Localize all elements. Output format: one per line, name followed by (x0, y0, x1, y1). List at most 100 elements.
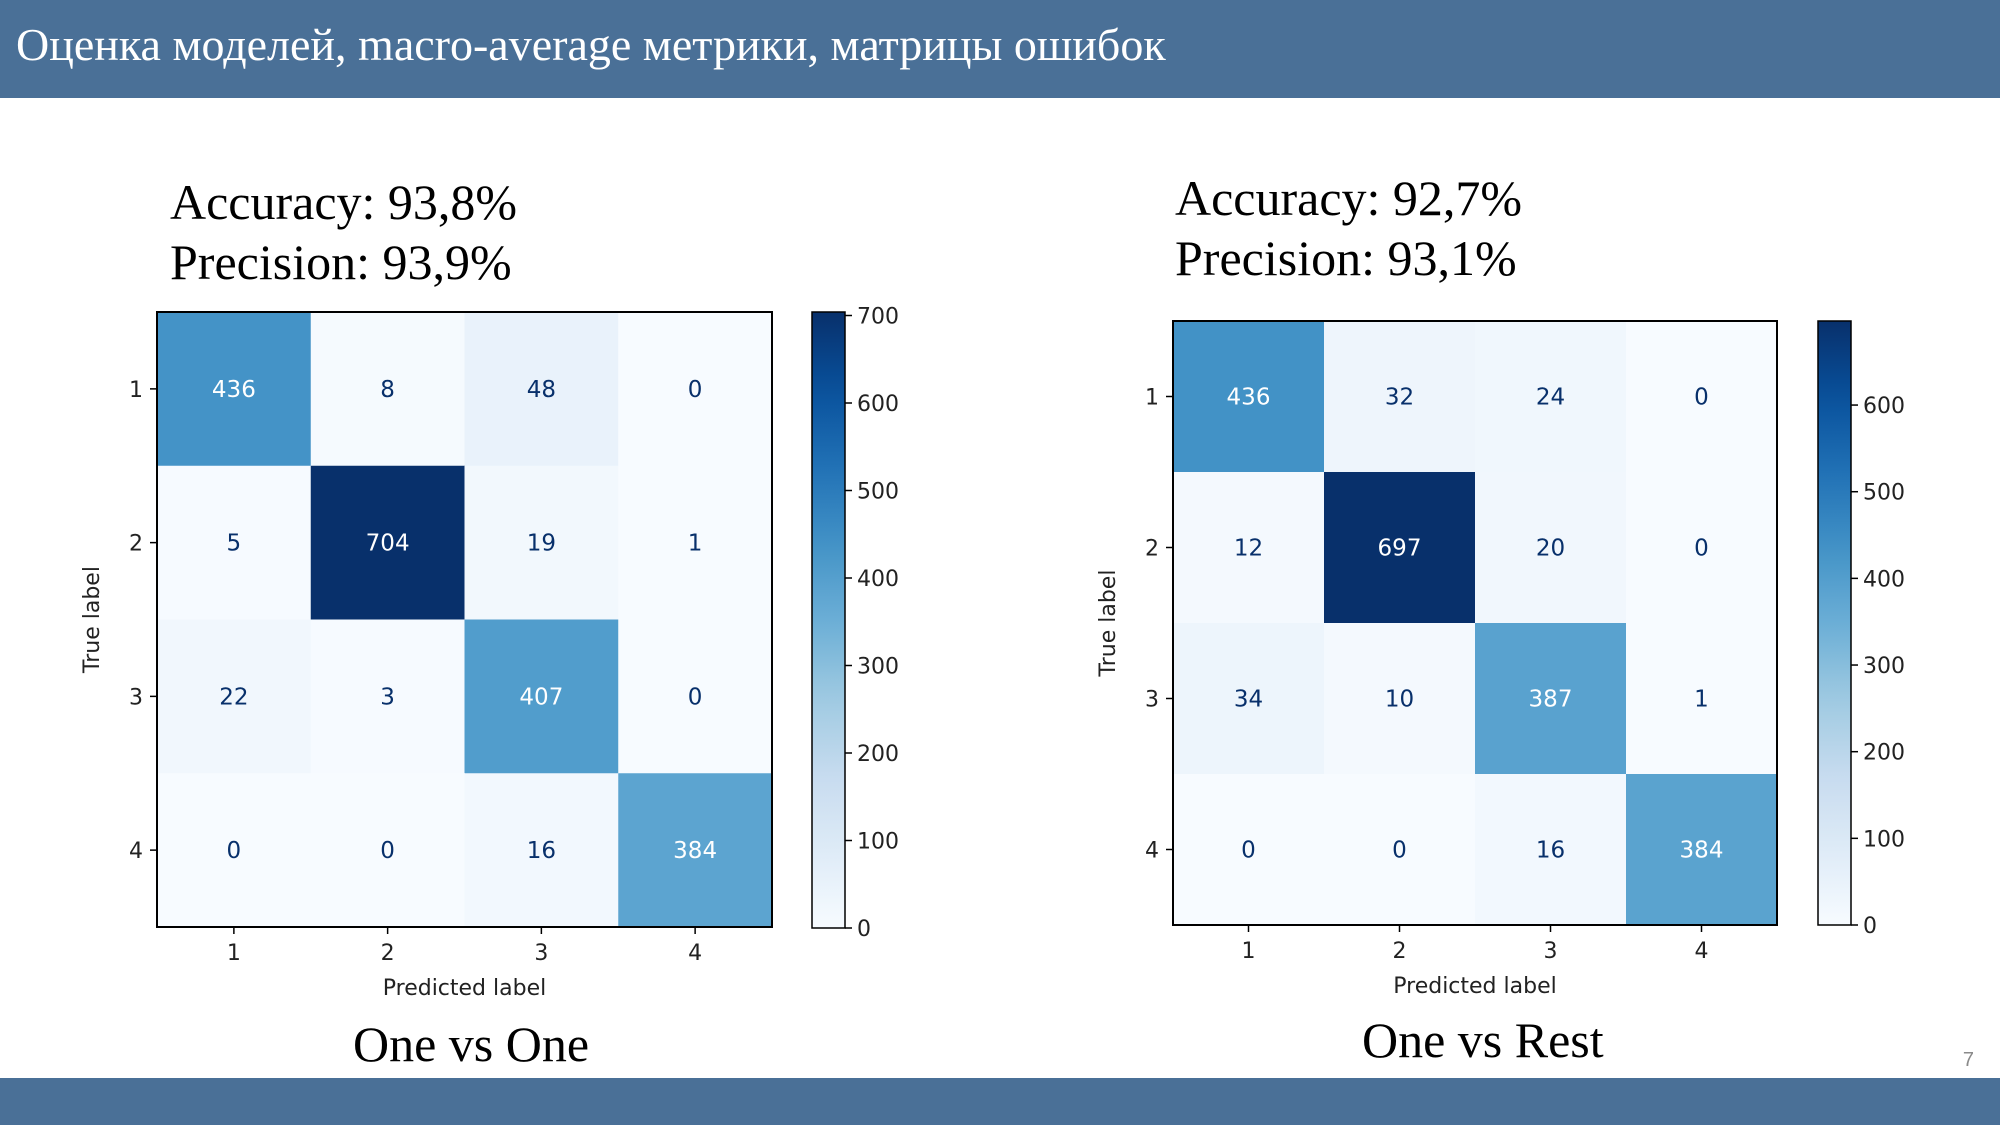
matrix-cell (310, 619, 465, 774)
precision-ovo: Precision: 93,9% (170, 234, 512, 290)
metrics-ovo: Accuracy: 93,8% Precision: 93,9% (170, 172, 517, 292)
x-tick-label: 3 (534, 941, 548, 966)
y-tick-label: 1 (129, 378, 143, 403)
matrix-cell (157, 619, 312, 774)
footer-bar (0, 1078, 2000, 1125)
colorbar-tick-label: 600 (857, 392, 899, 417)
colorbar-tick-label: 300 (857, 655, 899, 680)
y-tick-label: 4 (1145, 839, 1159, 864)
cell-value-label: 436 (212, 377, 256, 403)
metrics-ovr: Accuracy: 92,7% Precision: 93,1% (1175, 168, 1522, 288)
matrix-cell (310, 312, 465, 467)
y-tick-label: 3 (1145, 688, 1159, 713)
colorbar-tick-label: 500 (1863, 481, 1905, 506)
cell-value-label: 384 (1680, 838, 1724, 864)
page-number: 7 (1962, 1049, 1974, 1071)
cell-value-label: 19 (527, 531, 556, 557)
cell-value-label: 32 (1385, 385, 1414, 411)
colorbar-tick-label: 300 (1863, 654, 1905, 679)
y-axis-label: True label (1096, 570, 1121, 678)
matrix-cell (157, 465, 312, 620)
colorbar-tick-label: 700 (857, 305, 899, 330)
matrix-cell (1324, 623, 1476, 775)
cell-value-label: 1 (688, 531, 703, 557)
cell-value-label: 16 (1536, 838, 1565, 864)
matrix-cell (618, 465, 773, 620)
x-axis-label: Predicted label (383, 976, 546, 1001)
y-tick-label: 4 (129, 839, 143, 864)
matrix-cell (1324, 774, 1476, 926)
cell-value-label: 20 (1536, 536, 1565, 562)
colorbar-tick-label: 600 (1863, 394, 1905, 419)
cell-value-label: 436 (1227, 385, 1271, 411)
y-tick-label: 1 (1145, 386, 1159, 411)
colorbar-tick-label: 200 (857, 742, 899, 767)
matrix-cell (464, 465, 619, 620)
matrix-cell (1173, 472, 1325, 624)
matrix-frame (156, 311, 773, 928)
x-tick-label: 2 (1393, 939, 1407, 964)
cell-value-label: 0 (1694, 385, 1709, 411)
cell-value-label: 3 (380, 684, 395, 710)
colorbar-tick-label: 0 (857, 917, 871, 942)
colorbar-tick-label: 200 (1863, 741, 1905, 766)
cell-value-label: 0 (688, 377, 703, 403)
cell-value-label: 697 (1378, 536, 1422, 562)
matrix-cell (1173, 321, 1325, 473)
accuracy-ovo: Accuracy: 93,8% (170, 174, 518, 230)
cell-value-label: 407 (519, 684, 563, 710)
x-tick-label: 1 (1242, 939, 1256, 964)
cell-value-label: 48 (527, 377, 556, 403)
matrix-cell (1475, 472, 1627, 624)
matrix-cell (464, 312, 619, 467)
matrix-cell (157, 312, 312, 467)
matrix-cell (1626, 623, 1778, 775)
matrix-cell (1475, 321, 1627, 473)
x-tick-label: 1 (227, 941, 241, 966)
header-bar: Оценка моделей, macro-average метрики, м… (0, 0, 2000, 98)
matrix-cell (1324, 472, 1476, 624)
matrix-cell (1626, 774, 1778, 926)
colorbar-tick-label: 100 (857, 830, 899, 855)
y-tick-label: 2 (1145, 537, 1159, 562)
cell-value-label: 0 (227, 838, 242, 864)
cell-value-label: 0 (688, 684, 703, 710)
colorbar (811, 311, 846, 929)
slide-title: Оценка моделей, macro-average метрики, м… (16, 19, 1166, 70)
colorbar-tick-label: 400 (1863, 567, 1905, 592)
cell-value-label: 1 (1694, 687, 1709, 713)
cell-value-label: 0 (1241, 838, 1256, 864)
x-axis-label: Predicted label (1393, 974, 1556, 999)
matrix-cell (1173, 774, 1325, 926)
cell-value-label: 16 (527, 838, 556, 864)
cell-value-label: 22 (219, 684, 248, 710)
matrix-cell (1173, 623, 1325, 775)
accuracy-ovr: Accuracy: 92,7% (1175, 170, 1523, 226)
cell-value-label: 24 (1536, 385, 1565, 411)
matrix-cell (310, 773, 465, 928)
matrix-cell (464, 619, 619, 774)
colorbar-tick-label: 0 (1863, 914, 1877, 939)
colorbar (1817, 320, 1852, 926)
cell-value-label: 5 (227, 531, 242, 557)
x-tick-label: 4 (1695, 939, 1709, 964)
matrix-cell (310, 465, 465, 620)
cell-value-label: 0 (380, 838, 395, 864)
caption-ovo: One vs One (353, 1016, 590, 1072)
cell-value-label: 8 (380, 377, 395, 403)
cell-value-label: 34 (1234, 687, 1263, 713)
matrix-cell (464, 773, 619, 928)
colorbar-tick-label: 500 (857, 480, 899, 505)
y-tick-label: 3 (129, 685, 143, 710)
matrix-cell (1475, 774, 1627, 926)
matrix-cell (1626, 472, 1778, 624)
matrix-cell (1626, 321, 1778, 473)
matrix-frame (1172, 320, 1778, 926)
cell-value-label: 387 (1529, 687, 1573, 713)
cell-value-label: 384 (673, 838, 717, 864)
matrix-cell (157, 773, 312, 928)
y-tick-label: 2 (129, 532, 143, 557)
caption-ovr: One vs Rest (1362, 1012, 1604, 1068)
precision-ovr: Precision: 93,1% (1175, 230, 1517, 286)
